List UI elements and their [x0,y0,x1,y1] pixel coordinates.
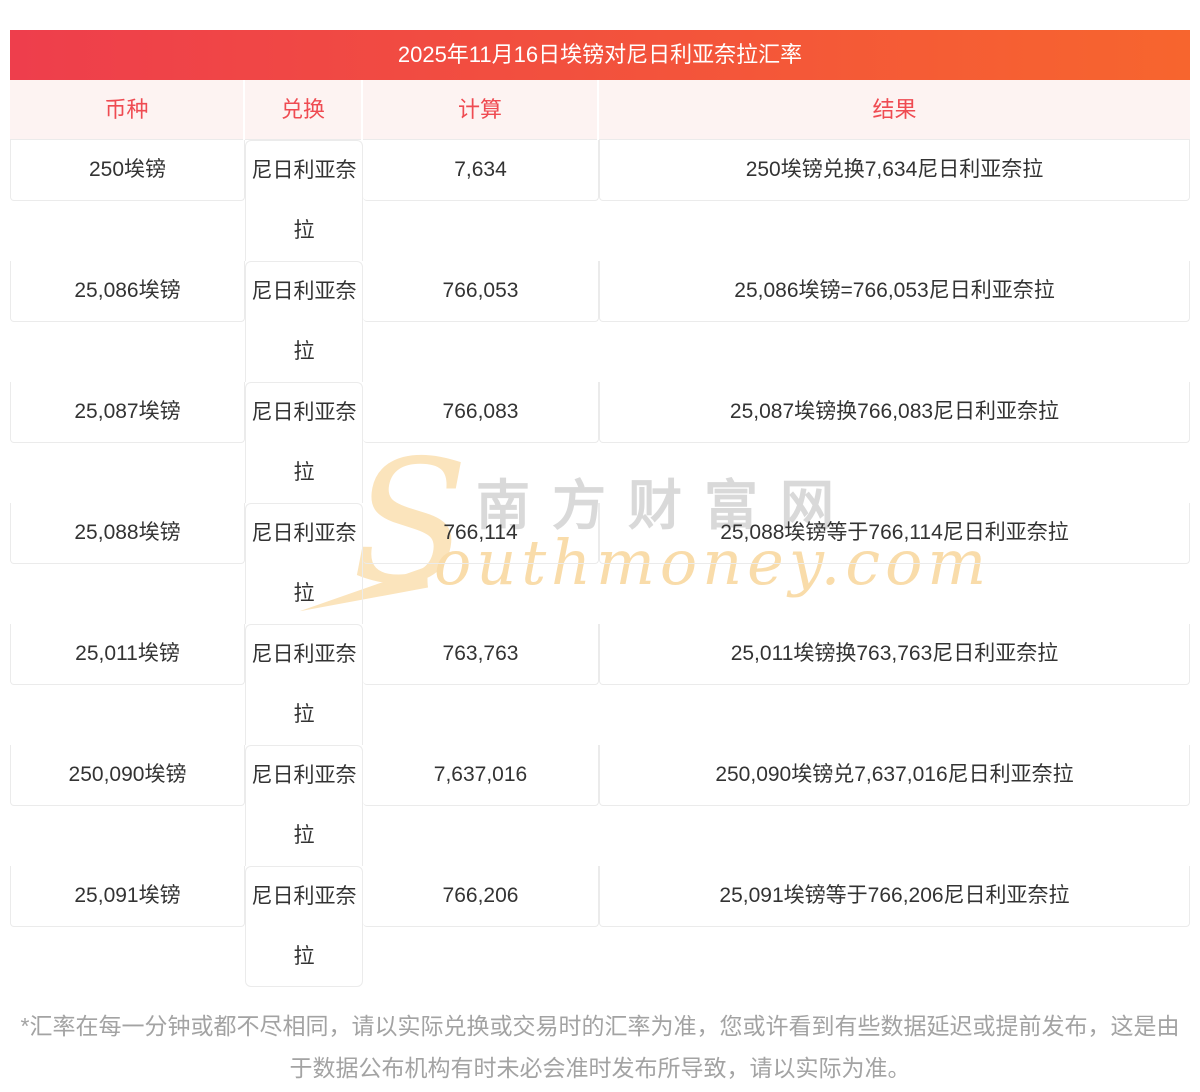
currency-cell: 25,088埃镑 [10,503,245,564]
calc-cell: 763,763 [363,624,599,685]
currency-cell: 25,091埃镑 [10,866,245,927]
swap-cell: 尼日利亚奈拉 [245,140,363,261]
result-cell: 25,011埃镑换763,763尼日利亚奈拉 [599,624,1190,685]
table-row: 25,086埃镑 尼日利亚奈拉 766,053 25,086埃镑=766,053… [10,261,1190,382]
calc-cell: 766,114 [363,503,599,564]
table-row: 25,011埃镑 尼日利亚奈拉 763,763 25,011埃镑换763,763… [10,624,1190,745]
currency-cell: 250埃镑 [10,140,245,201]
currency-cell: 25,086埃镑 [10,261,245,322]
result-cell: 25,088埃镑等于766,114尼日利亚奈拉 [599,503,1190,564]
swap-cell: 尼日利亚奈拉 [245,382,363,503]
column-header-result: 结果 [872,97,917,122]
currency-cell: 25,011埃镑 [10,624,245,685]
disclaimer-text: *汇率在每一分钟或都不尽相同，请以实际兑换或交易时的汇率为准，您或许看到有些数据… [20,1013,1180,1081]
table-row: 250埃镑 尼日利亚奈拉 7,634 250埃镑兑换7,634尼日利亚奈拉 [10,140,1190,261]
calc-cell: 7,637,016 [363,745,599,806]
page-title: 2025年11月16日埃镑对尼日利亚奈拉汇率 [10,30,1190,80]
result-cell: 25,091埃镑等于766,206尼日利亚奈拉 [599,866,1190,927]
currency-cell: 250,090埃镑 [10,745,245,806]
column-header-swap: 兑换 [245,80,363,140]
swap-cell: 尼日利亚奈拉 [245,745,363,866]
table-header-row: 币种 兑换 计算 结果 [10,80,1190,140]
calc-cell: 7,634 [363,140,599,201]
table-row: 25,091埃镑 尼日利亚奈拉 766,206 25,091埃镑等于766,20… [10,866,1190,987]
table-row: 250,090埃镑 尼日利亚奈拉 7,637,016 250,090埃镑兑7,6… [10,745,1190,866]
result-cell: 250埃镑兑换7,634尼日利亚奈拉 [599,140,1190,201]
column-header-calc: 计算 [363,80,599,140]
calc-cell: 766,053 [363,261,599,322]
table-row: 25,087埃镑 尼日利亚奈拉 766,083 25,087埃镑换766,083… [10,382,1190,503]
table-row: 25,088埃镑 尼日利亚奈拉 766,114 25,088埃镑等于766,11… [10,503,1190,624]
calc-cell: 766,083 [363,382,599,443]
swap-cell: 尼日利亚奈拉 [245,503,363,624]
column-header-currency: 币种 [10,80,245,140]
result-cell: 25,086埃镑=766,053尼日利亚奈拉 [599,261,1190,322]
calc-cell: 766,206 [363,866,599,927]
swap-cell: 尼日利亚奈拉 [245,866,363,987]
swap-cell: 尼日利亚奈拉 [245,624,363,745]
table-body: 250埃镑 尼日利亚奈拉 7,634 250埃镑兑换7,634尼日利亚奈拉 25… [10,140,1190,987]
currency-cell: 25,087埃镑 [10,382,245,443]
result-cell: 250,090埃镑兑7,637,016尼日利亚奈拉 [599,745,1190,806]
swap-cell: 尼日利亚奈拉 [245,261,363,382]
result-cell: 25,087埃镑换766,083尼日利亚奈拉 [599,382,1190,443]
